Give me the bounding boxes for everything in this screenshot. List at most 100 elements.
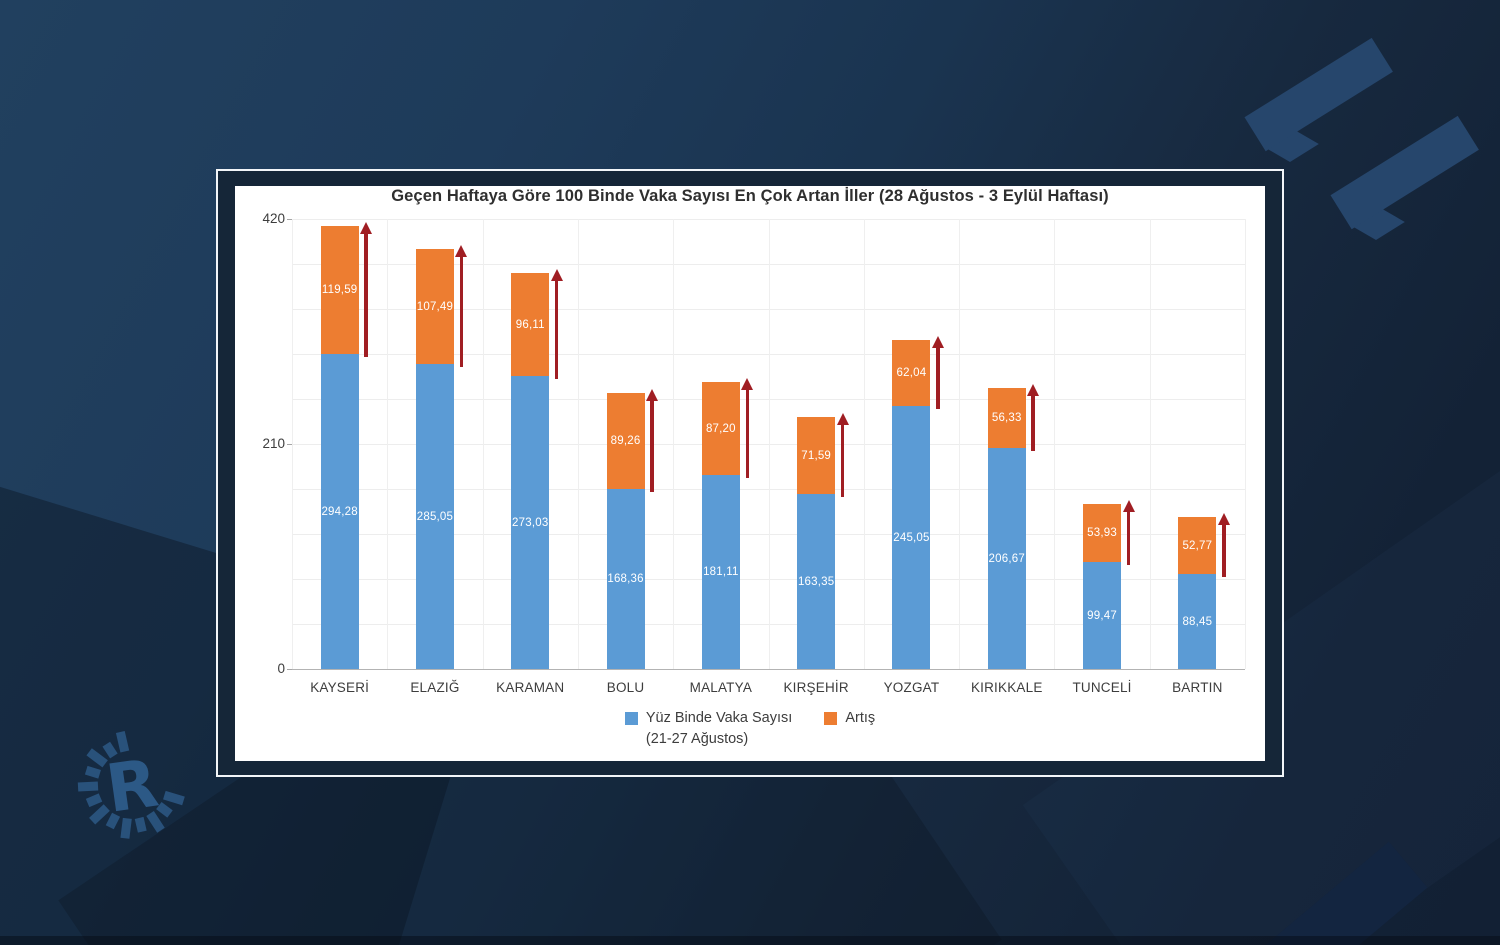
stacked-bar: 62,04 245,05 bbox=[892, 340, 931, 669]
category-label: TUNCELİ bbox=[1072, 680, 1132, 695]
gridline bbox=[673, 219, 674, 669]
arrow-head bbox=[1122, 500, 1135, 512]
legend-label-increase: Artış bbox=[845, 710, 876, 726]
category-label: MALATYA bbox=[689, 680, 753, 695]
bar-slot: 96,11 273,03 bbox=[483, 219, 578, 669]
bar-segment-increase: 52,77 bbox=[1178, 517, 1217, 574]
y-tick-mark bbox=[287, 219, 292, 220]
arrow-stem bbox=[1031, 394, 1035, 451]
legend-swatch-orange bbox=[824, 712, 838, 725]
logo-ray bbox=[84, 765, 101, 779]
bar-segment-increase: 87,20 bbox=[701, 382, 740, 475]
gridline bbox=[959, 219, 960, 669]
arrow-stem bbox=[1126, 510, 1131, 565]
legend-item-cases: Yüz Binde Vaka Sayısı (21-27 Ağustos) bbox=[624, 708, 792, 750]
value-label-increase: 56,33 bbox=[991, 412, 1022, 424]
category-label: KARAMAN bbox=[496, 680, 565, 695]
bar-segment-increase: 89,26 bbox=[606, 393, 645, 489]
arrow-head bbox=[455, 245, 468, 257]
bar-segment-cases: 181,11 bbox=[701, 475, 740, 669]
logo-ray bbox=[120, 817, 132, 839]
category-label: BOLU bbox=[606, 680, 645, 695]
arrow-stem bbox=[936, 346, 940, 409]
category-label: KIRŞEHİR bbox=[783, 680, 849, 695]
bar-slot: 53,93 99,47 bbox=[1054, 219, 1149, 669]
bar-segment-cases: 88,45 bbox=[1178, 574, 1217, 669]
logo-ray bbox=[85, 793, 103, 808]
bar-segment-increase: 96,11 bbox=[511, 273, 550, 376]
increase-arrow-icon bbox=[836, 413, 849, 497]
gridline bbox=[387, 219, 388, 669]
arrow-head bbox=[1217, 513, 1230, 525]
x-axis-labels: KAYSERİ ELAZIĞ KARAMAN BOLU MALATYA KIRŞEHİR Y… bbox=[292, 680, 1245, 700]
legend-swatch-blue bbox=[624, 712, 638, 725]
y-tick-label: 0 bbox=[277, 661, 285, 676]
bar-slot: 107,49 285,05 bbox=[387, 219, 482, 669]
value-label-increase: 53,93 bbox=[1087, 527, 1117, 539]
gridline bbox=[1150, 219, 1151, 669]
logo-letter: R bbox=[102, 745, 163, 828]
plot-area: 119,59 294,28 107,49 285,05 96,11 273,03 89,26… bbox=[287, 219, 1246, 670]
arrow-stem bbox=[459, 255, 464, 367]
arrow-head bbox=[931, 336, 944, 348]
increase-arrow-icon bbox=[646, 389, 659, 492]
bar-segment-cases: 163,35 bbox=[797, 494, 836, 669]
increase-arrow-icon bbox=[741, 378, 754, 478]
bar-segment-increase: 62,04 bbox=[892, 340, 931, 406]
gridline bbox=[292, 354, 1245, 355]
bar-segment-increase: 119,59 bbox=[320, 226, 359, 354]
y-tick-mark bbox=[287, 444, 292, 445]
logo-ray bbox=[115, 730, 130, 753]
increase-arrow-icon bbox=[550, 269, 563, 379]
bar-segment-cases: 99,47 bbox=[1083, 562, 1122, 669]
y-tick-label: 420 bbox=[262, 211, 285, 226]
value-label-cases: 181,11 bbox=[703, 566, 739, 578]
stacked-bar: 52,77 88,45 bbox=[1178, 517, 1217, 669]
chart-frame: Geçen Haftaya Göre 100 Binde Vaka Sayısı… bbox=[216, 169, 1284, 777]
bar-segment-cases: 168,36 bbox=[606, 489, 645, 669]
logo-ray bbox=[163, 790, 185, 806]
y-tick-label: 210 bbox=[262, 436, 285, 451]
stacked-bar: 89,26 168,36 bbox=[606, 393, 645, 669]
logo-ray bbox=[86, 748, 108, 768]
value-label-cases: 294,28 bbox=[321, 505, 358, 518]
value-label-cases: 99,47 bbox=[1087, 609, 1117, 622]
value-label-cases: 163,35 bbox=[797, 575, 835, 588]
logo-ray bbox=[134, 816, 147, 833]
value-label-increase: 52,77 bbox=[1182, 539, 1213, 552]
category-label: ELAZIĞ bbox=[410, 680, 460, 695]
legend: Yüz Binde Vaka Sayısı (21-27 Ağustos) Ar… bbox=[235, 708, 1265, 750]
arrow-stem bbox=[745, 388, 750, 478]
gridline bbox=[769, 219, 770, 669]
value-label-cases: 273,03 bbox=[512, 516, 549, 529]
logo-ray bbox=[146, 811, 165, 833]
value-label-cases: 206,67 bbox=[988, 552, 1025, 565]
bar-slot: 52,77 88,45 bbox=[1150, 219, 1245, 669]
rudaw-logo-icon: R bbox=[77, 730, 185, 839]
stacked-bar: 53,93 99,47 bbox=[1083, 504, 1122, 669]
stacked-bar: 107,49 285,05 bbox=[415, 249, 454, 669]
gridline bbox=[864, 219, 865, 669]
bar-slot: 71,59 163,35 bbox=[769, 219, 864, 669]
arrow-stem bbox=[1222, 523, 1226, 577]
gridline bbox=[292, 399, 1245, 400]
bar-slot: 119,59 294,28 bbox=[292, 219, 387, 669]
arrow-stem bbox=[364, 232, 368, 357]
increase-arrow-icon bbox=[455, 245, 468, 367]
logo-ray bbox=[89, 804, 110, 825]
bar-slot: 56,33 206,67 bbox=[959, 219, 1054, 669]
bar-segment-increase: 53,93 bbox=[1083, 504, 1122, 562]
bar-segment-cases: 294,28 bbox=[320, 354, 359, 669]
value-label-cases: 168,36 bbox=[607, 573, 644, 585]
bar-segment-cases: 285,05 bbox=[415, 364, 454, 669]
value-label-increase: 107,49 bbox=[416, 300, 454, 313]
bar-segment-cases: 206,67 bbox=[987, 448, 1026, 669]
increase-arrow-icon bbox=[1122, 500, 1135, 565]
arrow-stem bbox=[650, 399, 654, 492]
logo-ray bbox=[156, 801, 173, 818]
logo-ray bbox=[77, 781, 99, 792]
bar-slot: 87,20 181,11 bbox=[673, 219, 768, 669]
x-axis-line bbox=[292, 669, 1245, 670]
value-label-increase: 87,20 bbox=[705, 422, 736, 435]
gridline bbox=[292, 219, 293, 669]
